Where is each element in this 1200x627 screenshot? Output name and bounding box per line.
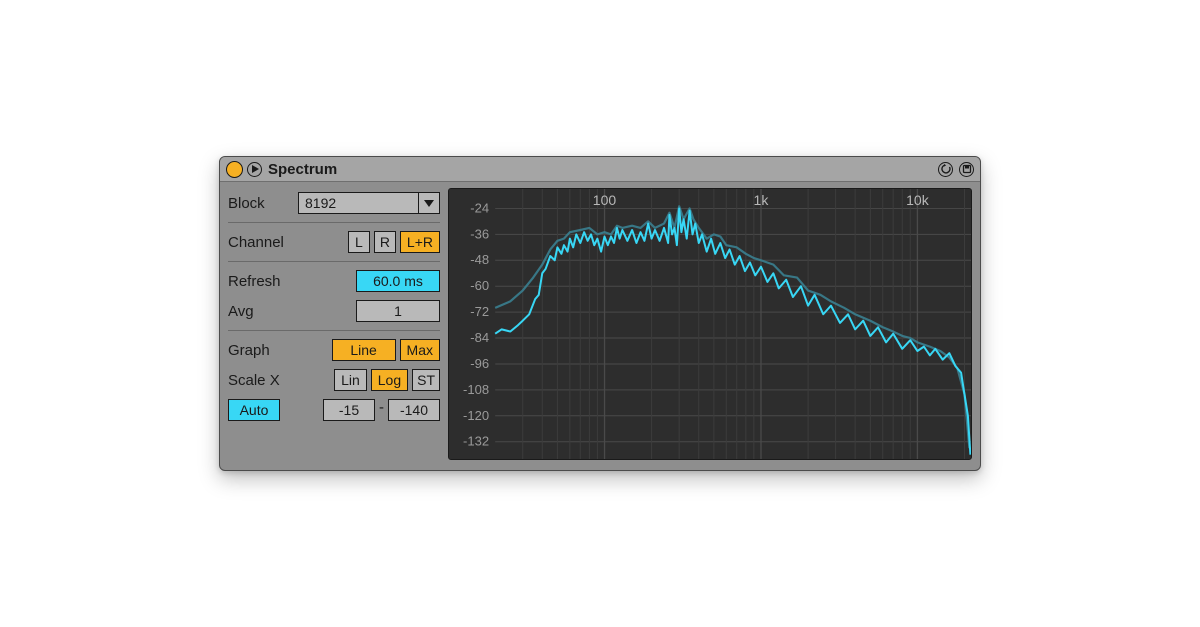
svg-text:100: 100 bbox=[593, 192, 617, 208]
svg-text:-24: -24 bbox=[470, 200, 489, 215]
svg-text:-120: -120 bbox=[463, 408, 489, 423]
device-title: Spectrum bbox=[268, 161, 934, 178]
channel-r-button[interactable]: R bbox=[374, 231, 396, 253]
scalex-log-button[interactable]: Log bbox=[371, 369, 408, 391]
separator bbox=[228, 222, 440, 223]
svg-text:10k: 10k bbox=[906, 192, 929, 208]
range-dash: - bbox=[379, 399, 384, 421]
svg-text:-60: -60 bbox=[470, 278, 489, 293]
graph-line-button[interactable]: Line bbox=[332, 339, 396, 361]
svg-text:-72: -72 bbox=[470, 304, 489, 319]
block-size-dropdown[interactable]: 8192 bbox=[298, 192, 440, 214]
scale-auto-button[interactable]: Auto bbox=[228, 399, 280, 421]
svg-text:-84: -84 bbox=[470, 330, 489, 345]
scalex-st-button[interactable]: ST bbox=[412, 369, 440, 391]
svg-text:-132: -132 bbox=[463, 434, 489, 449]
spectrum-container: -24 -36 -48 -60 -72 -84 -96 -108 -120 -132 100 1k 10… bbox=[448, 188, 972, 460]
parameter-panel: Block 8192 Channel L R L+R bbox=[228, 188, 440, 460]
scalex-lin-button[interactable]: Lin bbox=[334, 369, 367, 391]
channel-l-button[interactable]: L bbox=[348, 231, 370, 253]
spectrum-device: Spectrum bbox=[219, 156, 981, 471]
refresh-value[interactable]: 60.0 ms bbox=[356, 270, 440, 292]
avg-value[interactable]: 1 bbox=[356, 300, 440, 322]
channel-label: Channel bbox=[228, 234, 290, 251]
separator bbox=[228, 261, 440, 262]
separator bbox=[228, 330, 440, 331]
avg-label: Avg bbox=[228, 303, 290, 320]
chevron-down-icon bbox=[418, 193, 439, 213]
svg-text:1k: 1k bbox=[754, 192, 769, 208]
scalex-label: Scale X bbox=[228, 372, 290, 389]
svg-text:-48: -48 bbox=[470, 252, 489, 267]
spectrum-display[interactable]: -24 -36 -48 -60 -72 -84 -96 -108 -120 -132 100 1k 10… bbox=[448, 188, 972, 460]
graph-max-button[interactable]: Max bbox=[400, 339, 440, 361]
svg-text:-108: -108 bbox=[463, 382, 489, 397]
save-icon[interactable] bbox=[959, 162, 974, 177]
titlebar: Spectrum bbox=[220, 157, 980, 182]
graph-label: Graph bbox=[228, 342, 290, 359]
range-low-value[interactable]: -140 bbox=[388, 399, 440, 421]
block-size-value: 8192 bbox=[305, 195, 336, 211]
device-body: Block 8192 Channel L R L+R bbox=[220, 182, 980, 470]
refresh-label: Refresh bbox=[228, 273, 290, 290]
svg-text:-36: -36 bbox=[470, 226, 489, 241]
range-high-value[interactable]: -15 bbox=[323, 399, 375, 421]
channel-lr-button[interactable]: L+R bbox=[400, 231, 440, 253]
block-label: Block bbox=[228, 195, 290, 212]
svg-text:-96: -96 bbox=[470, 356, 489, 371]
device-power-button[interactable] bbox=[226, 161, 243, 178]
refresh-icon[interactable] bbox=[938, 162, 953, 177]
play-icon[interactable] bbox=[247, 162, 262, 177]
